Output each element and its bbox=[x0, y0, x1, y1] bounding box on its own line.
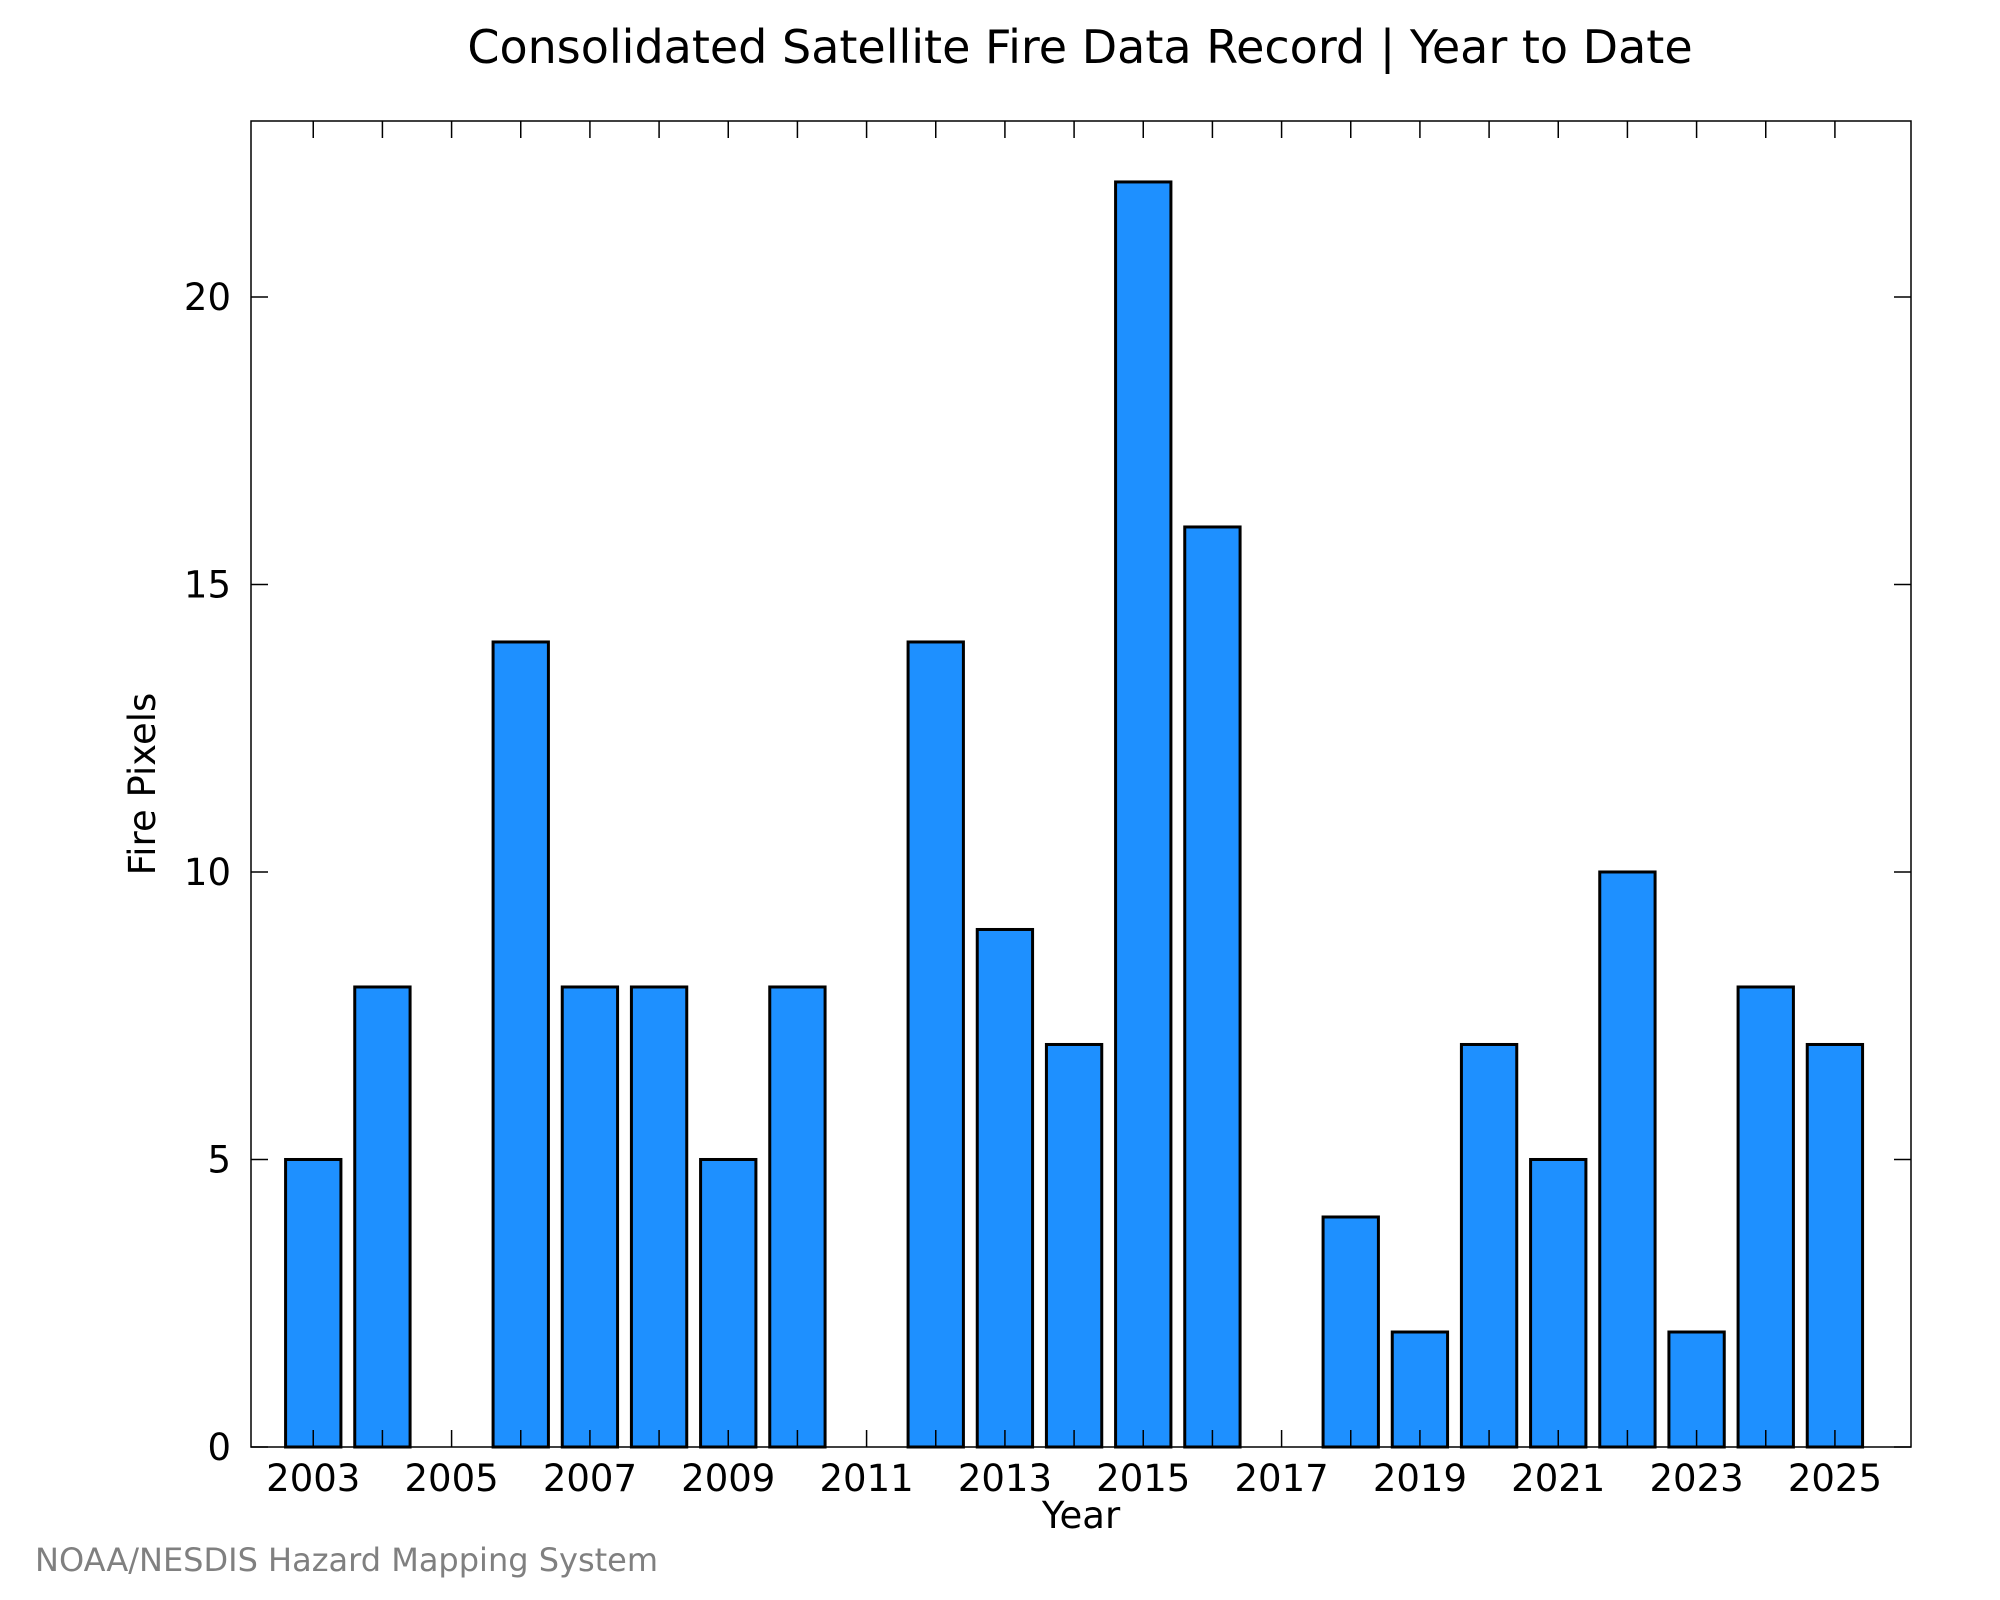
bar-2007 bbox=[560, 985, 620, 1449]
x-tick-label-2015: 2015 bbox=[1096, 1457, 1190, 1500]
bar-2003 bbox=[284, 1157, 343, 1449]
bar-2004 bbox=[353, 985, 412, 1449]
y-tick-label-15: 15 bbox=[184, 563, 231, 606]
x-tick-label-2023: 2023 bbox=[1649, 1457, 1743, 1500]
x-tick-label-2013: 2013 bbox=[958, 1457, 1052, 1500]
bar-2009 bbox=[699, 1157, 758, 1449]
x-tick-label-2003: 2003 bbox=[266, 1457, 360, 1500]
bar-2010 bbox=[768, 985, 827, 1449]
x-tick-label-2021: 2021 bbox=[1511, 1457, 1605, 1500]
x-tick-label-2011: 2011 bbox=[819, 1457, 913, 1500]
bar-2022 bbox=[1598, 870, 1657, 1449]
bar-2013 bbox=[975, 927, 1035, 1449]
x-axis: 2003 2005 2007 2009 2011 2013 2015 2017 2019 2021… bbox=[266, 121, 1882, 1500]
x-tick-label-2009: 2009 bbox=[681, 1457, 775, 1500]
y-tick-label-20: 20 bbox=[184, 276, 231, 319]
y-tick-label-0: 0 bbox=[207, 1426, 231, 1469]
x-tick-label-2017: 2017 bbox=[1234, 1457, 1328, 1500]
x-tick-label-2025: 2025 bbox=[1788, 1457, 1882, 1500]
bar-2025 bbox=[1805, 1042, 1865, 1449]
x-tick-label-2007: 2007 bbox=[543, 1457, 637, 1500]
bar-2006 bbox=[491, 640, 550, 1449]
bar-2012 bbox=[906, 640, 965, 1449]
bar-2015 bbox=[1114, 180, 1173, 1449]
bar-2020 bbox=[1459, 1042, 1519, 1449]
bar-2024 bbox=[1736, 985, 1795, 1449]
bar-2019 bbox=[1390, 1330, 1450, 1449]
bars-group bbox=[284, 180, 1865, 1449]
y-axis-label: Fire Pixels bbox=[121, 693, 164, 876]
bar-2014 bbox=[1044, 1042, 1104, 1449]
x-tick-label-2019: 2019 bbox=[1373, 1457, 1467, 1500]
chart-title: Consolidated Satellite Fire Data Record … bbox=[467, 20, 1692, 75]
bar-2023 bbox=[1667, 1330, 1726, 1449]
credit-text: NOAA/NESDIS Hazard Mapping System bbox=[35, 1541, 658, 1579]
bar-2008 bbox=[629, 985, 689, 1449]
plot-frame bbox=[250, 120, 1912, 1448]
bar-2016 bbox=[1183, 525, 1242, 1449]
bar-2018 bbox=[1321, 1215, 1380, 1449]
y-tick-label-10: 10 bbox=[184, 851, 231, 894]
y-axis: 0 5 10 15 20 bbox=[184, 276, 1911, 1469]
y-tick-label-5: 5 bbox=[207, 1138, 231, 1181]
x-tick-label-2005: 2005 bbox=[404, 1457, 498, 1500]
bar-2021 bbox=[1529, 1157, 1588, 1449]
x-axis-label: Year bbox=[1041, 1494, 1121, 1537]
